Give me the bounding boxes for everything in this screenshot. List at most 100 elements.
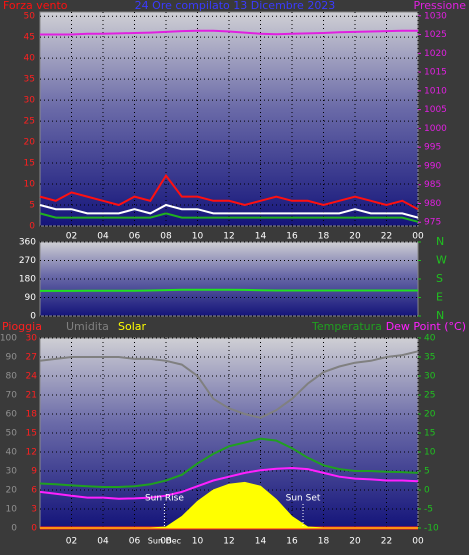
x-tick-label: 10 (192, 537, 204, 547)
x-tick-label: 18 (318, 537, 330, 547)
y3-tick-label: 3 (31, 505, 37, 515)
y-tick-label: 70 (6, 391, 18, 401)
line (39, 350, 419, 419)
y2-tick-label: 1020 (424, 49, 447, 59)
y2-tick-label: 1010 (424, 86, 447, 96)
y-tick-label: 100 (0, 334, 17, 344)
y-tick-label: 15 (24, 159, 35, 169)
x-tick-label: 14 (255, 232, 267, 242)
x-tick-label: 10 (192, 232, 204, 242)
y2-tick-label: 40 (424, 334, 436, 344)
legend-label: Dew Point (°C) (386, 320, 466, 333)
y2-tick-label: 35 (424, 353, 435, 363)
x-tick-label: 20 (349, 537, 361, 547)
y2-tick-label: 10 (424, 448, 436, 458)
y2-tick-label: E (436, 291, 443, 304)
x-tick-label: 18 (318, 232, 330, 242)
y3-tick-label: 12 (26, 448, 37, 458)
legend-label: Pioggia (2, 320, 42, 333)
y-tick-label: 40 (24, 54, 36, 64)
y2-tick-label: S (436, 272, 443, 285)
x-tick-label: 04 (97, 232, 109, 242)
y-tick-label: 60 (6, 410, 18, 420)
y-tick-label: 360 (19, 238, 36, 248)
x-tick-label: 20 (349, 232, 361, 242)
x-tick-label: 12 (223, 232, 234, 242)
line (40, 288, 418, 292)
x-tick-label: 16 (286, 537, 298, 547)
y-tick-label: 40 (6, 448, 18, 458)
y-tick-label: 35 (24, 75, 35, 85)
annotation: Sun Rise (145, 494, 184, 504)
y-tick-label: 30 (6, 467, 18, 477)
legend-label: Umidita (66, 320, 109, 333)
y-tick-label: 25 (24, 117, 35, 127)
x-tick-label: 22 (381, 537, 392, 547)
y-tick-label: 30 (24, 96, 36, 106)
plot-area (39, 11, 419, 227)
y-tick-label: 90 (25, 293, 37, 303)
y3-tick-label: 15 (26, 429, 37, 439)
legend-label: Solar (118, 320, 147, 333)
legend-label: Temperatura (311, 320, 382, 333)
annotation: Sun Set (286, 494, 321, 504)
y2-tick-label: 1015 (424, 68, 447, 78)
legend-label: Pressione (414, 0, 467, 12)
y2-tick-label: 1030 (424, 11, 447, 21)
line (39, 212, 419, 223)
y2-tick-label: 990 (424, 161, 441, 171)
y2-tick-label: 1025 (424, 30, 447, 40)
y2-tick-label: 15 (424, 429, 435, 439)
y2-tick-label: 20 (424, 410, 436, 420)
y3-tick-label: 6 (31, 486, 37, 496)
y2-tick-label: 5 (424, 467, 430, 477)
y2-tick-label: 995 (424, 143, 441, 153)
y3-tick-label: 9 (31, 467, 37, 477)
legend-label: Forza vento (3, 0, 68, 12)
line (39, 203, 419, 219)
y-tick-label: 10 (6, 505, 18, 515)
y3-tick-label: 0 (31, 524, 37, 534)
x-tick-label: 22 (381, 232, 392, 242)
y-tick-label: 80 (6, 372, 18, 382)
y-tick-label: 0 (30, 312, 36, 322)
y-tick-label: 45 (24, 33, 35, 43)
y-tick-label: 5 (29, 201, 35, 211)
y2-tick-label: 975 (424, 218, 441, 228)
y-tick-label: 0 (11, 524, 17, 534)
line (39, 466, 419, 500)
y3-tick-label: 27 (26, 353, 37, 363)
x-tick-label: 06 (129, 232, 141, 242)
x-tick-label: 16 (286, 232, 298, 242)
y2-tick-label: 1000 (424, 124, 447, 134)
y-tick-label: 180 (19, 275, 36, 285)
y3-tick-label: 18 (26, 410, 38, 420)
line (39, 437, 419, 488)
y2-tick-label: 25 (424, 391, 435, 401)
y2-tick-label: 0 (424, 486, 430, 496)
y2-tick-label: 1005 (424, 105, 447, 115)
x-tick-label: 00 (412, 232, 424, 242)
x-tick-label: 02 (66, 537, 77, 547)
y-tick-label: 90 (6, 353, 18, 363)
x-tick-label: 06 (129, 537, 141, 547)
y-tick-label: 20 (6, 486, 18, 496)
y2-tick-label: -10 (424, 524, 439, 534)
y2-tick-label: W (436, 254, 447, 267)
y-tick-label: 10 (24, 180, 36, 190)
line (40, 29, 418, 36)
y2-tick-label: 30 (424, 372, 436, 382)
y3-tick-label: 30 (26, 334, 38, 344)
y-tick-label: 20 (24, 138, 36, 148)
line (39, 173, 419, 211)
y-tick-label: 270 (19, 256, 36, 266)
x-tick-label: 02 (66, 232, 77, 242)
x-tick-label: 12 (223, 537, 234, 547)
x-tick-label: 00 (412, 537, 424, 547)
y2-tick-label: N (436, 309, 444, 322)
y3-tick-label: 21 (26, 391, 37, 401)
area (40, 481, 418, 529)
annotation: Sun Dec (148, 537, 181, 546)
chart-title: 24 Ore compilato 13 Dicembre 2023 (135, 0, 336, 12)
